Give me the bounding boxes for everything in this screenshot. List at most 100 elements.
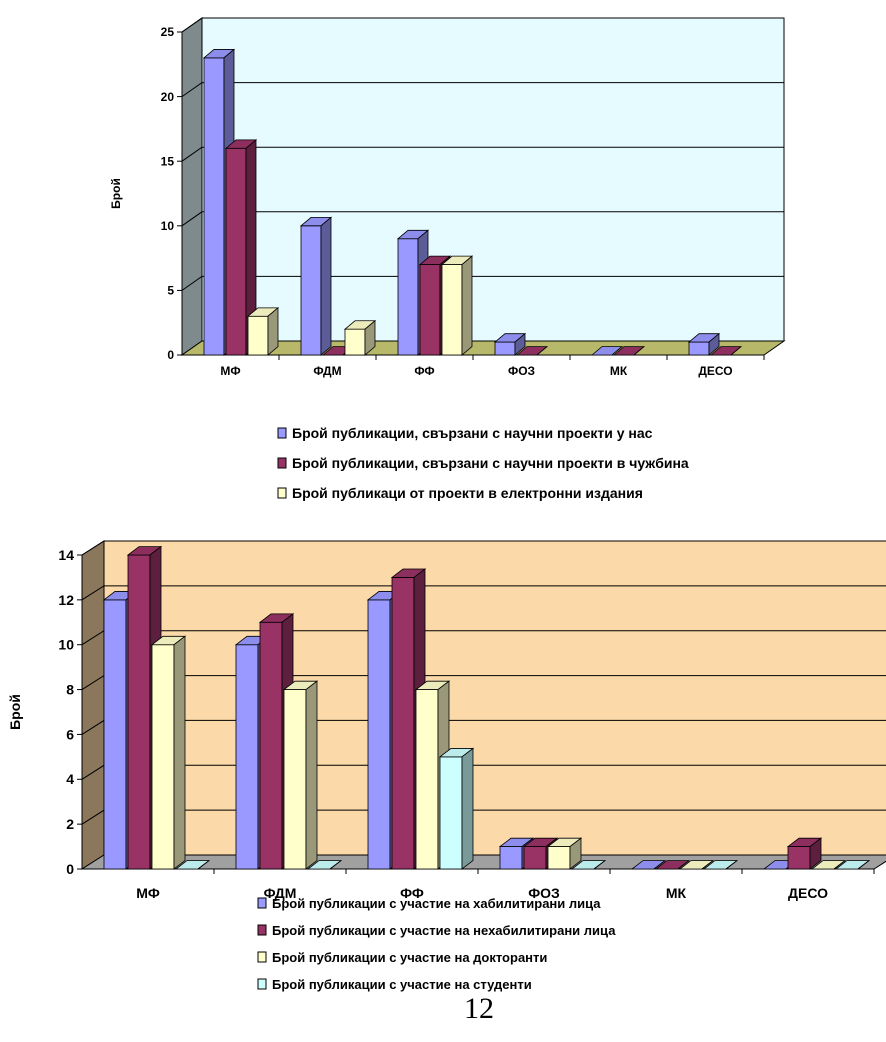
bar-front [688,341,710,356]
bar [440,255,474,356]
category-label: ДЕСО [698,364,732,378]
legend-swatch [277,457,287,469]
bar-front [127,554,151,870]
category-label: ФОЗ [528,885,560,901]
bar-side [364,319,376,356]
y-axis-label: Брой [109,178,123,209]
y-tick-label: 4 [66,771,74,787]
bar-front [419,264,441,356]
bar-side [593,860,606,870]
legend-swatch [257,978,267,990]
bar-front [787,846,811,870]
bar-front [203,57,225,356]
bar-side [833,860,846,870]
legend-label: Брой публикаци от проекти в електронни и… [292,485,643,501]
category-label: ФДМ [313,364,341,378]
legend-label: Брой публикации с участие на нехабилитир… [272,923,616,938]
y-tick-label: 15 [161,154,175,168]
bar-side [173,635,186,870]
back-wall [201,17,785,342]
legend-swatch [257,951,267,963]
legend-swatch [257,924,267,936]
gridline [181,17,784,33]
gridline [81,585,886,601]
legend-swatch [277,427,287,439]
bar [306,860,343,870]
bar-side [197,860,210,870]
bar [834,860,871,870]
bar-side [267,306,279,356]
bar [786,837,823,870]
bar-front [247,315,269,356]
gridline [181,146,784,162]
bar-side [611,346,623,356]
y-axis-label: Брой [7,694,23,730]
bar-side [653,860,666,870]
bar [174,860,211,870]
bar-side [809,837,822,870]
bar-front [259,621,283,870]
chart-2: 0 2 4 6 8 10 12 14 Брой МФ ФДМ ФФ ФОЗ МК ДЕСО Брой публ… [7,540,886,992]
bar-side [730,346,742,356]
bar [546,837,583,870]
bar-front [441,264,463,356]
bar [343,319,377,356]
bar-side [857,860,870,870]
bar-front [225,147,247,356]
category-label: ФОЗ [508,364,535,378]
bar-side [701,860,714,870]
category-label: МК [666,885,687,901]
category-label: ДЕСО [788,885,828,901]
bar [515,346,549,356]
bar [299,216,333,356]
bar [282,680,319,870]
legend-label: Брой публикации, свързани с научни проек… [292,455,689,471]
legend-label: Брой публикации, свързани с научни проек… [292,425,653,441]
bar [687,332,721,356]
gridline [181,275,784,291]
y-tick-label: 25 [161,25,175,39]
bar-side [461,255,473,356]
y-tick-label: 8 [66,681,74,697]
bar-front [494,341,516,356]
bar [570,860,607,870]
y-tick-label: 5 [167,284,174,298]
bar-front [367,599,391,870]
bar [630,860,667,870]
bar-front [151,644,175,870]
bar [438,747,475,870]
bar [702,860,739,870]
legend-label: Брой публикации с участие на докторанти [272,950,547,965]
bar-side [329,860,342,870]
bar-front [235,644,259,870]
bar [246,306,280,356]
bar [654,860,691,870]
gridline [181,211,784,227]
legend-swatch [277,487,287,499]
bar-side [708,332,720,356]
y-tick-label: 12 [58,592,74,608]
chart-1: 0 5 10 15 20 25 Брой МФ ФДМ ФФ ФОЗ МК ДЕСО Брой публи… [109,17,786,501]
bar [150,635,187,870]
y-tick-label: 2 [66,816,74,832]
category-label: ФФ [414,364,434,378]
category-label: ФДМ [264,885,297,901]
bar [590,346,624,356]
bar-front [391,577,415,870]
back-wall [103,540,886,856]
gridline [81,540,886,556]
bar-front [439,756,463,870]
bar-front [344,328,366,356]
bar-front [300,225,322,356]
bar-front [103,599,127,870]
y-tick-label: 0 [66,861,74,877]
side-wall [181,17,203,356]
bar-side [320,216,332,356]
legend-label: Брой публикации с участие на студенти [272,977,532,992]
bar-side [536,346,548,356]
y-tick-label: 20 [161,90,175,104]
category-label: МФ [136,885,160,901]
legend-swatch [257,897,267,909]
bar [709,346,743,356]
